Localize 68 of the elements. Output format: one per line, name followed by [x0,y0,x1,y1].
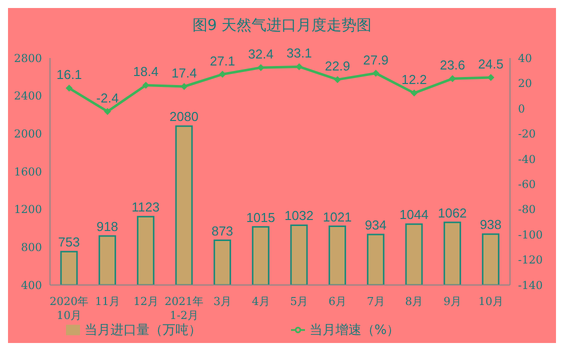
point [104,108,111,115]
y-tick-label: 2400 [14,90,42,103]
point [449,75,456,82]
x-tick-label: 6月 [328,295,346,308]
x-tick-label: 2021年 1-2月 [164,295,204,322]
data-label: 918 [96,219,118,234]
data-label: 27.1 [210,53,236,68]
data-label: 1044 [400,207,428,222]
point [180,83,188,90]
data-label: 16.1 [56,67,82,82]
y2-tick-label: -60 [518,178,536,192]
y2-tick-label: -40 [518,152,536,166]
data-label: 18.4 [133,64,158,80]
y-tick-label: 2000 [14,128,42,141]
data-label: 1032 [284,208,314,224]
point [372,70,380,77]
x-tick-label: 9月 [444,295,462,308]
point [410,90,418,97]
data-label: 873 [211,223,234,238]
data-label: 1021 [322,209,352,224]
y-tick-label: 1600 [14,165,42,178]
data-label: 12.2 [402,72,427,88]
point [487,74,494,82]
x-tick-label: 11月 [95,295,120,308]
x-tick-label: 8月 [405,295,424,308]
y-tick-label: 2800 [14,52,42,65]
y-tick-label: 1200 [14,203,42,216]
y2-tick-label: 40 [518,52,532,65]
y-tick-label: 800 [21,241,42,254]
legend-label: 当月增速（%） [309,323,400,338]
data-label: 24.5 [478,56,504,72]
x-tick-label: 10月 [478,295,504,308]
data-label: 1062 [438,205,467,220]
y2-tick-label: -20 [518,128,536,141]
x-tick-label: 7月 [366,295,385,308]
x-tick-label: 2020年 10月 [50,295,89,322]
data-label: 17.4 [172,66,197,80]
y2-tick-label: -80 [518,203,536,216]
y2-tick-label: -100 [518,228,543,242]
point [66,84,73,92]
data-label: 23.6 [440,58,466,73]
y2-tick-label: -140 [518,278,543,292]
data-label: 934 [364,217,387,232]
point [219,70,226,78]
data-label: 27.9 [363,52,388,68]
point [296,63,303,70]
y2-tick-label: 20 [518,77,532,90]
data-label: 2080 [170,109,198,124]
y2-tick-label: -120 [518,254,543,267]
x-tick-label: 3月 [214,295,232,308]
x-tick-label: 12月 [133,295,158,308]
y2-tick-label: 0 [518,102,525,116]
point [334,76,341,84]
data-label: 1015 [246,210,276,225]
y-tick-label: 400 [21,278,42,292]
chart-title: 图9 天然气进口月度走势图 [191,15,373,36]
data-label: 1123 [132,200,160,215]
data-label: 33.1 [286,46,312,61]
legend-label: 当月进口量（万吨） [84,323,202,338]
x-tick-label: 4月 [252,295,270,308]
point [142,82,150,89]
data-label: -2.4 [96,90,119,106]
data-label: 22.9 [324,58,350,74]
point [257,64,264,72]
x-tick-label: 5月 [290,295,308,308]
data-label: 32.4 [248,46,274,62]
data-label: 938 [480,217,502,232]
data-label: 753 [58,234,80,250]
